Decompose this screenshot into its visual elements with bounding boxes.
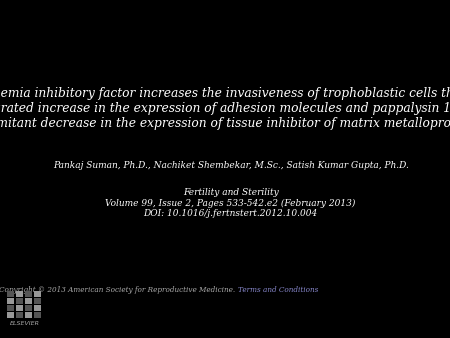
Bar (34, 291, 41, 297)
Bar (25, 291, 32, 297)
Bar (7, 306, 14, 311)
Bar (16, 306, 23, 311)
Bar (16, 291, 23, 297)
Text: DOI: 10.1016/j.fertnstert.2012.10.004: DOI: 10.1016/j.fertnstert.2012.10.004 (144, 209, 318, 218)
Text: Pankaj Suman, Ph.D., Nachiket Shembekar, M.Sc., Satish Kumar Gupta, Ph.D.: Pankaj Suman, Ph.D., Nachiket Shembekar,… (53, 161, 409, 170)
Text: Copyright © 2013 American Society for Reproductive Medicine.: Copyright © 2013 American Society for Re… (0, 286, 238, 294)
Text: ELSEVIER: ELSEVIER (10, 321, 40, 326)
Bar (25, 298, 32, 304)
Text: Terms and Conditions: Terms and Conditions (238, 286, 318, 294)
Text: Volume 99, Issue 2, Pages 533-542.e2 (February 2013): Volume 99, Issue 2, Pages 533-542.e2 (Fe… (105, 199, 356, 208)
Bar (16, 298, 23, 304)
Text: Leukemia inhibitory factor increases the invasiveness of trophoblastic cells thr: Leukemia inhibitory factor increases the… (0, 87, 450, 130)
Bar (25, 312, 32, 318)
Bar (34, 306, 41, 311)
Bar (16, 312, 23, 318)
Bar (7, 291, 14, 297)
Bar (7, 312, 14, 318)
Bar (25, 306, 32, 311)
Bar (7, 298, 14, 304)
Text: Fertility and Sterility: Fertility and Sterility (183, 188, 279, 197)
Bar (34, 298, 41, 304)
Bar (34, 312, 41, 318)
